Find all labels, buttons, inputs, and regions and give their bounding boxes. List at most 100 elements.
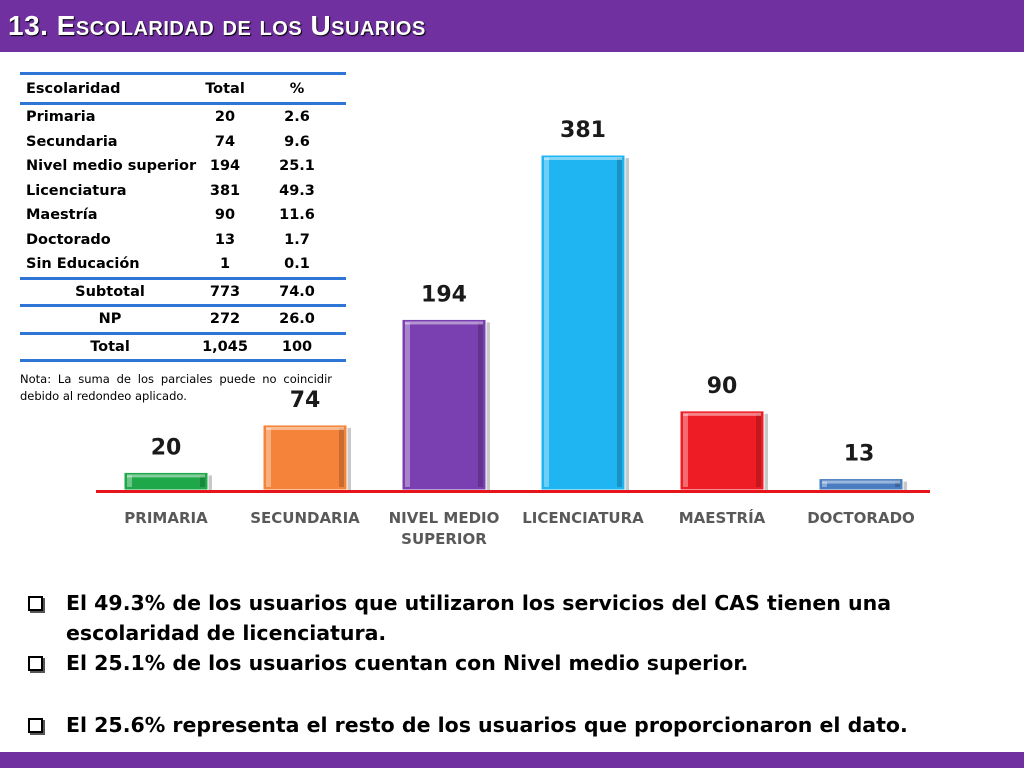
- title-number: 13.: [8, 10, 49, 41]
- table-cell: Total: [90, 338, 130, 355]
- header-cell: %: [289, 81, 305, 97]
- escolaridad-table: Escolaridad Total % Primaria 20 2.6 Secu…: [20, 72, 346, 362]
- table-cell: Doctorado: [26, 231, 111, 248]
- table-cell: 100: [281, 338, 313, 355]
- bar-top-highlight: [544, 157, 622, 160]
- bar-highlight: [405, 322, 410, 487]
- category-label: LICENCIATURA: [522, 509, 644, 527]
- table-row: Licenciatura 381 49.3: [20, 179, 346, 204]
- total-row: Total 1,045 100: [20, 335, 346, 360]
- title-text: Escolaridad de los Usuarios: [56, 10, 426, 41]
- bullet-item: El 49.3% de los usuarios que utilizaron …: [26, 588, 1006, 648]
- table-cell: 13: [214, 231, 236, 248]
- table-cell: 49.3: [279, 182, 315, 199]
- bar-bevel: [756, 413, 761, 487]
- table-cell: Subtotal: [75, 283, 145, 300]
- table-row: Secundaria 74 9.6: [20, 130, 346, 155]
- data-label: 13: [844, 442, 875, 467]
- table-cell: 2.6: [284, 109, 310, 125]
- np-row: NP 272 26.0: [20, 307, 346, 332]
- table-cell: 272: [209, 311, 241, 327]
- checkbox-bullet-icon: [28, 596, 43, 611]
- table-cell: 11.6: [279, 207, 315, 223]
- data-label: 381: [560, 118, 606, 143]
- table-rule: [20, 276, 346, 280]
- bar-top-highlight: [127, 474, 205, 478]
- table-cell: 194: [209, 158, 241, 174]
- category-label: NIVEL MEDIO: [389, 509, 500, 527]
- table-cell: 74: [214, 133, 236, 150]
- table-cell: NP: [98, 311, 122, 327]
- table-row: Maestría 90 11.6: [20, 203, 346, 228]
- table-cell: 25.1: [279, 158, 315, 174]
- bullet-text: El 49.3% de los usuarios que utilizaron …: [66, 591, 892, 645]
- bar-bevel: [895, 481, 900, 487]
- table-cell: Primaria: [26, 109, 96, 125]
- category-label: SECUNDARIA: [250, 509, 360, 527]
- header-bar: 13. Escolaridad de los Usuarios: [0, 0, 1024, 52]
- table-rule: [20, 102, 346, 105]
- table-cell: Maestría: [26, 207, 98, 223]
- bar: [679, 410, 765, 491]
- x-axis-baseline: [96, 490, 930, 493]
- table-row: Doctorado 13 1.7: [20, 228, 346, 253]
- data-label: 20: [151, 435, 182, 460]
- table-note: Nota: La suma de los parciales puede no …: [20, 372, 332, 403]
- bar-bevel: [617, 158, 622, 487]
- table-rule: [20, 304, 346, 307]
- header-cell: Total: [205, 81, 245, 97]
- bar-highlight: [822, 481, 827, 487]
- page-title: 13. Escolaridad de los Usuarios: [8, 10, 426, 42]
- bar-highlight: [266, 427, 271, 487]
- bar: [540, 154, 626, 491]
- bar-bevel: [339, 427, 344, 487]
- table-cell: Licenciatura: [26, 182, 127, 199]
- bar-top-highlight: [683, 412, 761, 416]
- footer-bar: [0, 752, 1024, 768]
- table-header-row: Escolaridad Total %: [20, 75, 346, 102]
- data-label: 90: [707, 374, 738, 399]
- table-rule: [20, 331, 346, 335]
- table-cell: 90: [214, 207, 236, 223]
- bar-top-highlight: [405, 321, 483, 325]
- table-cell: Secundaria: [26, 133, 118, 150]
- data-label: 74: [290, 388, 321, 413]
- bullet-text: El 25.1% de los usuarios cuentan con Niv…: [66, 651, 749, 675]
- bullet-item: El 25.6% representa el resto de los usua…: [26, 710, 1006, 740]
- summary-bullets: El 49.3% de los usuarios que utilizaron …: [26, 588, 1006, 740]
- table-cell: Sin Educación: [26, 256, 140, 272]
- checkbox-bullet-icon: [28, 656, 43, 671]
- table-rule: [20, 72, 346, 75]
- table-cell: 1: [219, 256, 231, 272]
- table-row: Primaria 20 2.6: [20, 105, 346, 130]
- bar-bevel: [478, 322, 483, 487]
- table-cell: 381: [209, 182, 241, 199]
- table-cell: 0.1: [284, 256, 310, 272]
- table-rule: [20, 359, 346, 362]
- table-cell: 1.7: [284, 231, 310, 248]
- table-cell: Nivel medio superior: [26, 158, 197, 174]
- table-cell: 773: [209, 283, 241, 300]
- bar-highlight: [127, 475, 132, 487]
- table-row: Sin Educación 1 0.1: [20, 252, 346, 277]
- checkbox-bullet-icon: [28, 718, 43, 733]
- bullet-text: El 25.6% representa el resto de los usua…: [66, 713, 908, 737]
- bullet-item: El 25.1% de los usuarios cuentan con Niv…: [26, 648, 1006, 678]
- table-cell: 74.0: [279, 283, 315, 300]
- header-cell: Escolaridad: [26, 81, 121, 97]
- table-cell: 26.0: [279, 311, 315, 327]
- category-label: MAESTRÍA: [679, 508, 766, 527]
- table-cell: 9.6: [284, 133, 310, 150]
- bar: [262, 424, 348, 491]
- table-cell: 1,045: [202, 338, 248, 355]
- bar-highlight: [544, 158, 549, 487]
- bar: [401, 318, 487, 491]
- bar-highlight: [683, 413, 688, 487]
- bar-bevel: [200, 475, 205, 487]
- category-label: DOCTORADO: [807, 509, 915, 527]
- data-label: 194: [421, 282, 467, 307]
- bar-top-highlight: [266, 426, 344, 430]
- bar: [818, 478, 904, 491]
- table-row: Nivel medio superior 194 25.1: [20, 154, 346, 179]
